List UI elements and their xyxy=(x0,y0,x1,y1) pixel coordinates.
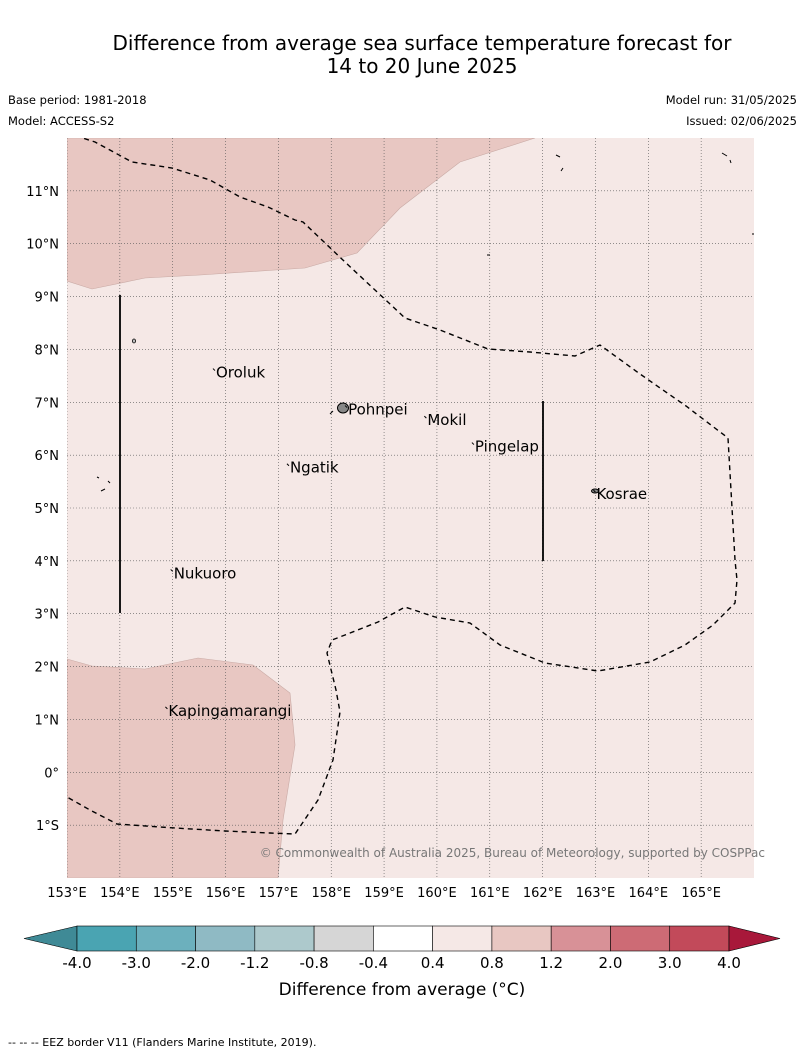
warm-anomaly-area-north xyxy=(67,138,536,290)
place-label: Pingelap xyxy=(475,438,539,456)
latitude-tick-label: 2°N xyxy=(35,661,60,676)
place-marker xyxy=(344,405,348,408)
colorbar-tick-label: 1.2 xyxy=(539,954,563,972)
warm-anomaly-area-south xyxy=(67,657,296,878)
place-marker xyxy=(170,569,174,572)
longitude-tick-label: 156°E xyxy=(206,886,246,901)
base-period: Base period: 1981-2018 xyxy=(8,93,147,107)
place-marker xyxy=(212,368,216,371)
latitude-tick-label: 0° xyxy=(44,766,59,781)
eez-footnote: -- -- -- EEZ border V11 (Flanders Marine… xyxy=(8,1036,317,1049)
title-line-2: 14 to 20 June 2025 xyxy=(326,54,518,78)
longitude-tick-label: 163°E xyxy=(576,886,616,901)
place-label: Nukuoro xyxy=(174,564,237,582)
latitude-tick-label: 8°N xyxy=(35,343,60,358)
place-label: Ngatik xyxy=(290,459,339,477)
longitude-tick-label: 164°E xyxy=(629,886,669,901)
colorbar-segment xyxy=(76,925,137,952)
latitude-tick-label: 1°S xyxy=(36,819,59,834)
place-marker xyxy=(165,706,168,710)
colorbar-tick-label: -3.0 xyxy=(122,954,151,972)
latitude-tick-label: 11°N xyxy=(26,185,59,200)
longitude-tick-label: 161°E xyxy=(470,886,510,901)
longitude-tick-label: 159°E xyxy=(364,886,404,901)
place-label: Kapingamarangi xyxy=(168,702,291,720)
colorbar-tick-label: 0.4 xyxy=(421,954,445,972)
colorbar-ticks: -4.0 -3.0 -2.0 -1.2 -0.8 -0.4 0.4 0.8 1.2 2.0 3.0 4… xyxy=(62,954,741,972)
colorbar-label: Difference from average (°C) xyxy=(278,980,526,1000)
model-run: Model run: 31/05/2025 xyxy=(665,93,797,107)
longitude-labels: 153°E 154°E 155°E 156°E 157°E 158°E 159°E 160°E… xyxy=(47,886,721,901)
colorbar-segments xyxy=(23,925,781,952)
colorbar-segment xyxy=(135,925,196,952)
place-label: Mokil xyxy=(427,411,466,429)
model-name: Model: ACCESS-S2 xyxy=(8,114,115,128)
copyright-notice: © Commonwealth of Australia 2025, Bureau… xyxy=(260,846,765,860)
colorbar-tick-label: -2.0 xyxy=(181,954,210,972)
place-marker xyxy=(286,463,290,467)
latitude-tick-label: 4°N xyxy=(35,555,60,570)
title-line-1: Difference from average sea surface temp… xyxy=(112,31,732,55)
latitude-tick-label: 5°N xyxy=(35,502,60,517)
longitude-tick-label: 153°E xyxy=(47,886,87,901)
latitude-tick-label: 6°N xyxy=(35,449,60,464)
colorbar-tick-label: 2.0 xyxy=(599,954,623,972)
place-marker xyxy=(471,442,475,445)
colorbar-tick-label: -0.8 xyxy=(299,954,328,972)
longitude-tick-label: 160°E xyxy=(417,886,457,901)
latitude-tick-label: 9°N xyxy=(35,291,60,306)
colorbar-tick-label: -4.0 xyxy=(62,954,91,972)
latitude-labels: 11°N 10°N 9°N 8°N 7°N 6°N 5°N 4°N 3°N 2°N 1°N 0° 1°S xyxy=(26,185,59,834)
colorbar-segment xyxy=(550,925,611,952)
place-marker xyxy=(593,489,596,493)
place-marker xyxy=(424,415,427,419)
latitude-tick-label: 3°N xyxy=(35,608,60,623)
colorbar-segment xyxy=(254,925,315,952)
colorbar-arrow-low xyxy=(23,925,78,952)
colorbar-segment xyxy=(669,925,730,952)
colorbar-tick-label: 4.0 xyxy=(717,954,741,972)
colorbar-segment xyxy=(610,925,671,952)
map-title: Difference from average sea surface temp… xyxy=(0,32,804,78)
colorbar-segment xyxy=(373,925,433,952)
longitude-tick-label: 162°E xyxy=(523,886,563,901)
longitude-tick-label: 155°E xyxy=(153,886,193,901)
grid-lines xyxy=(67,138,754,878)
longitude-tick-label: 157°E xyxy=(259,886,299,901)
colorbar-arrow-high xyxy=(728,925,781,952)
colorbar-segment xyxy=(432,925,493,952)
colorbar-segment xyxy=(195,925,256,952)
place-label: Pohnpei xyxy=(348,401,408,419)
place-label: Kosrae xyxy=(596,485,647,503)
colorbar-tick-label: -0.4 xyxy=(359,954,388,972)
longitude-tick-label: 154°E xyxy=(100,886,140,901)
latitude-tick-label: 7°N xyxy=(35,396,60,411)
colorbar-tick-label: 0.8 xyxy=(480,954,504,972)
colorbar-tick-label: -1.2 xyxy=(240,954,269,972)
latitude-tick-label: 10°N xyxy=(26,238,59,253)
place-label: Oroluk xyxy=(216,364,265,382)
colorbar-tick-label: 3.0 xyxy=(658,954,682,972)
colorbar: -4.0 -3.0 -2.0 -1.2 -0.8 -0.4 0.4 0.8 1.2 2.0 3.0 4… xyxy=(23,925,781,972)
colorbar-segment xyxy=(491,925,552,952)
latitude-tick-label: 1°N xyxy=(35,713,60,728)
longitude-tick-label: 158°E xyxy=(311,886,351,901)
place-markers: Oroluk Pohnpei Mokil Pingelap Ngatik Kosrae Nu… xyxy=(165,364,647,720)
colorbar-segment xyxy=(313,925,374,952)
islands xyxy=(96,152,754,494)
sst-map: Oroluk Pohnpei Mokil Pingelap Ngatik Kosrae Nu… xyxy=(26,138,765,901)
longitude-tick-label: 165°E xyxy=(681,886,721,901)
issued-date: Issued: 02/06/2025 xyxy=(686,114,797,128)
